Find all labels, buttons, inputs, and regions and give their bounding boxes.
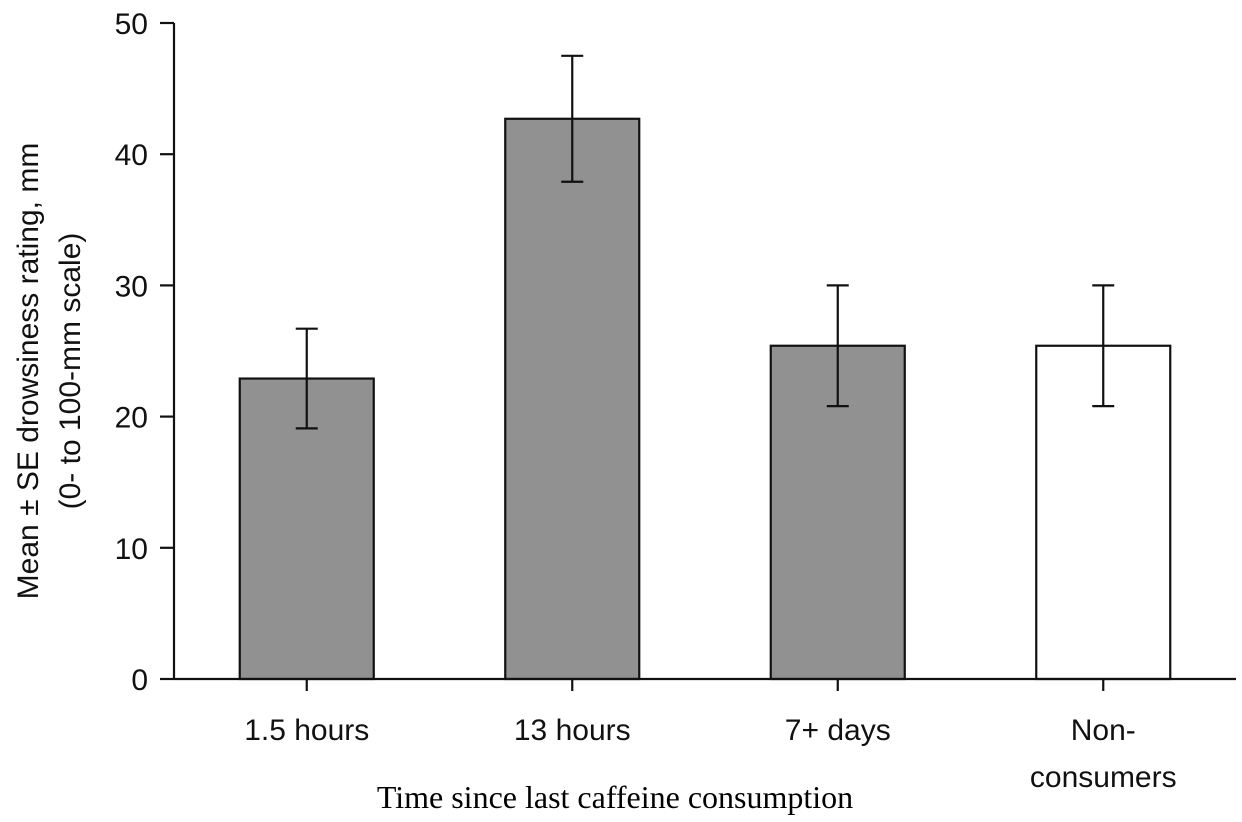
y-axis-label-line-1: Mean ± SE drowsiness rating, mm [12, 143, 45, 600]
y-tick-label: 30 [115, 270, 148, 303]
x-tick-label: 7+ days [785, 714, 891, 747]
y-tick-label: 10 [115, 533, 148, 566]
y-tick-label: 40 [115, 139, 148, 172]
y-tick-label: 20 [115, 402, 148, 435]
y-tick-label: 50 [115, 8, 148, 41]
y-tick-label: 0 [131, 664, 148, 697]
error-bars [295, 54, 1115, 430]
x-axis-label: Time since last caffeine consumption [377, 779, 853, 815]
x-tick-label: Non- [1071, 714, 1136, 747]
y-axis-label-line-2: (0- to 100-mm scale) [54, 233, 87, 510]
x-axis [174, 677, 1236, 691]
x-tick-label: 13 hours [514, 714, 631, 747]
category-labels: 1.5 hours 13 hours 7+ days Non-consumers [244, 714, 1176, 794]
bar [504, 117, 641, 681]
x-tick-label: 1.5 hours [244, 714, 369, 747]
bars [238, 117, 1172, 681]
x-tick-label: consumers [1030, 761, 1177, 794]
y-axis: 0 10 20 30 40 50 [115, 8, 176, 697]
